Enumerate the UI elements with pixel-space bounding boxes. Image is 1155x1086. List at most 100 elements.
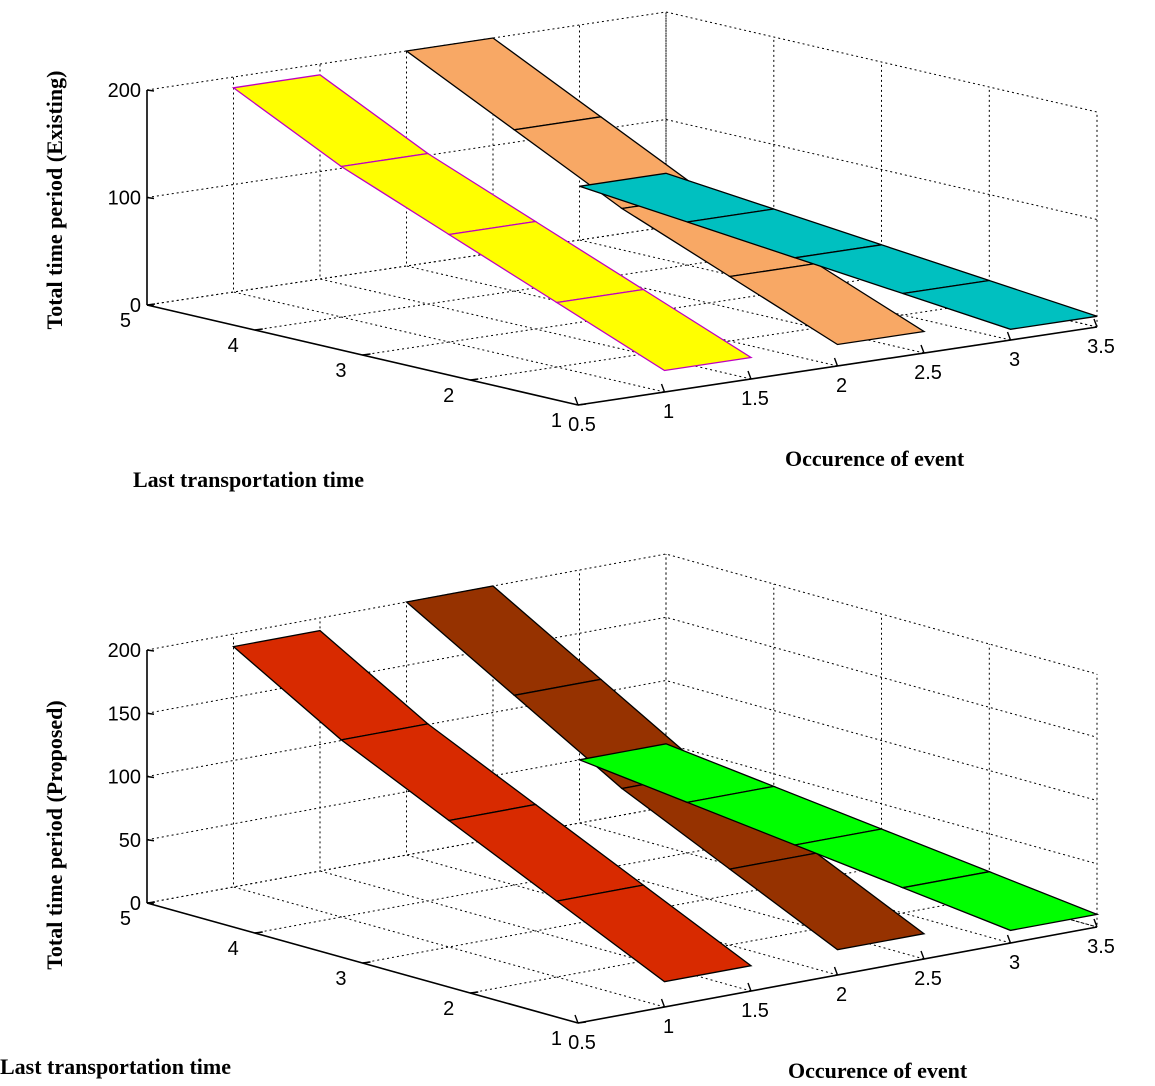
x-tick-label: 1 [663,1016,674,1038]
x-tick-label: 2.5 [914,362,942,384]
z-tick-label: 50 [119,830,141,852]
x-tick-label: 2 [836,375,847,397]
y-tick-mark [470,378,479,381]
grid-line [362,614,882,964]
grid-line [579,570,1011,944]
x-tick-mark [920,344,925,354]
z-tick-mark [146,649,155,652]
z-tick-mark [146,775,155,779]
surface-surface-2 [405,585,926,951]
surface-patch [404,37,603,131]
x-tick-mark [920,950,925,960]
grid-line [233,634,665,1008]
x-tick-mark [1093,918,1098,928]
x-axis-title: Occurence of event [785,446,965,471]
grid-line [146,679,1098,801]
z-tick-mark [146,712,155,715]
surface-patch [555,884,753,983]
x-tick-mark [574,1014,579,1024]
x-tick-label: 1 [663,401,674,423]
z-tick-mark [146,196,155,200]
z-tick-label: 100 [108,188,141,210]
z-tick-mark [146,89,155,92]
x-tick-label: 0.5 [568,1032,596,1054]
surface-patch [339,152,538,236]
z-axis-title: Total time period (Existing) [42,71,67,330]
y-axis-title: Last transportation time [0,1054,231,1079]
y-tick-mark [577,1021,587,1024]
y-tick-label: 5 [120,908,131,930]
y-tick-mark [362,353,371,356]
surface-surface-1 [232,629,753,983]
grid-line [254,584,775,934]
y-tick-mark [577,403,587,406]
grid-line [233,77,665,393]
y-tick-mark [254,931,263,934]
surface-patch [447,803,645,902]
z-tick-mark [146,839,155,842]
surface-patch [339,723,538,822]
surface-patch [900,871,1100,932]
y-tick-mark [254,328,263,331]
surface-patch [231,74,430,168]
x-tick-label: 1.5 [741,1000,769,1022]
z-tick-label: 200 [108,640,141,662]
x-tick-label: 3 [1009,349,1020,371]
y-tick-mark [362,961,371,964]
z-tick-label: 100 [108,767,141,789]
chart-panel-1 [146,11,1098,406]
x-tick-mark [1093,318,1098,328]
x-tick-mark [574,396,579,406]
x-tick-label: 3.5 [1087,936,1115,958]
z-tick-label: 0 [130,295,141,317]
x-tick-label: 3 [1009,952,1020,974]
x-tick-label: 2 [836,984,847,1006]
grid-line [665,12,1098,328]
grid-line [579,25,1011,341]
x-tick-label: 1.5 [741,388,769,410]
x-tick-mark [833,357,839,367]
y-tick-label: 1 [551,410,562,432]
x-tick-mark [1006,934,1012,944]
y-axis-title: Last transportation time [133,467,364,492]
x-tick-label: 2.5 [914,968,942,990]
y-tick-mark [146,303,156,306]
x-tick-label: 0.5 [568,414,596,436]
z-tick-label: 0 [130,893,141,915]
y-tick-label: 5 [120,310,131,332]
y-tick-label: 2 [443,998,454,1020]
surface-patch [554,288,753,372]
y-tick-label: 2 [443,385,454,407]
x-tick-mark [833,966,839,976]
surface-patch [232,629,430,741]
grid-line [406,602,838,976]
z-tick-label: 150 [108,703,141,725]
y-tick-label: 3 [335,968,346,990]
surface-patch [902,279,1098,330]
y-tick-label: 1 [551,1028,562,1050]
y-tick-label: 4 [228,938,239,960]
x-tick-mark [660,998,666,1008]
surface-surface-3 [579,172,1098,330]
surface-patch [728,852,926,951]
x-tick-label: 3.5 [1087,336,1115,358]
x-tick-mark [747,982,752,992]
z-tick-label: 200 [108,80,141,102]
grid-line [406,51,838,367]
y-tick-mark [146,901,156,904]
y-tick-label: 4 [228,335,239,357]
surface-patch [405,585,603,696]
y-tick-mark [470,991,479,994]
surface-patch [727,262,926,346]
chart-panel-2 [146,553,1100,1024]
grid-line [146,554,667,904]
x-axis-title: Occurence of event [788,1058,968,1083]
surface-surface-1 [231,74,753,372]
surface-patch [447,220,646,304]
z-axis-title: Total time period (Proposed) [42,700,67,970]
x-tick-mark [1006,331,1012,341]
y-tick-label: 3 [335,360,346,382]
x-tick-mark [660,383,666,393]
x-tick-mark [747,370,752,380]
